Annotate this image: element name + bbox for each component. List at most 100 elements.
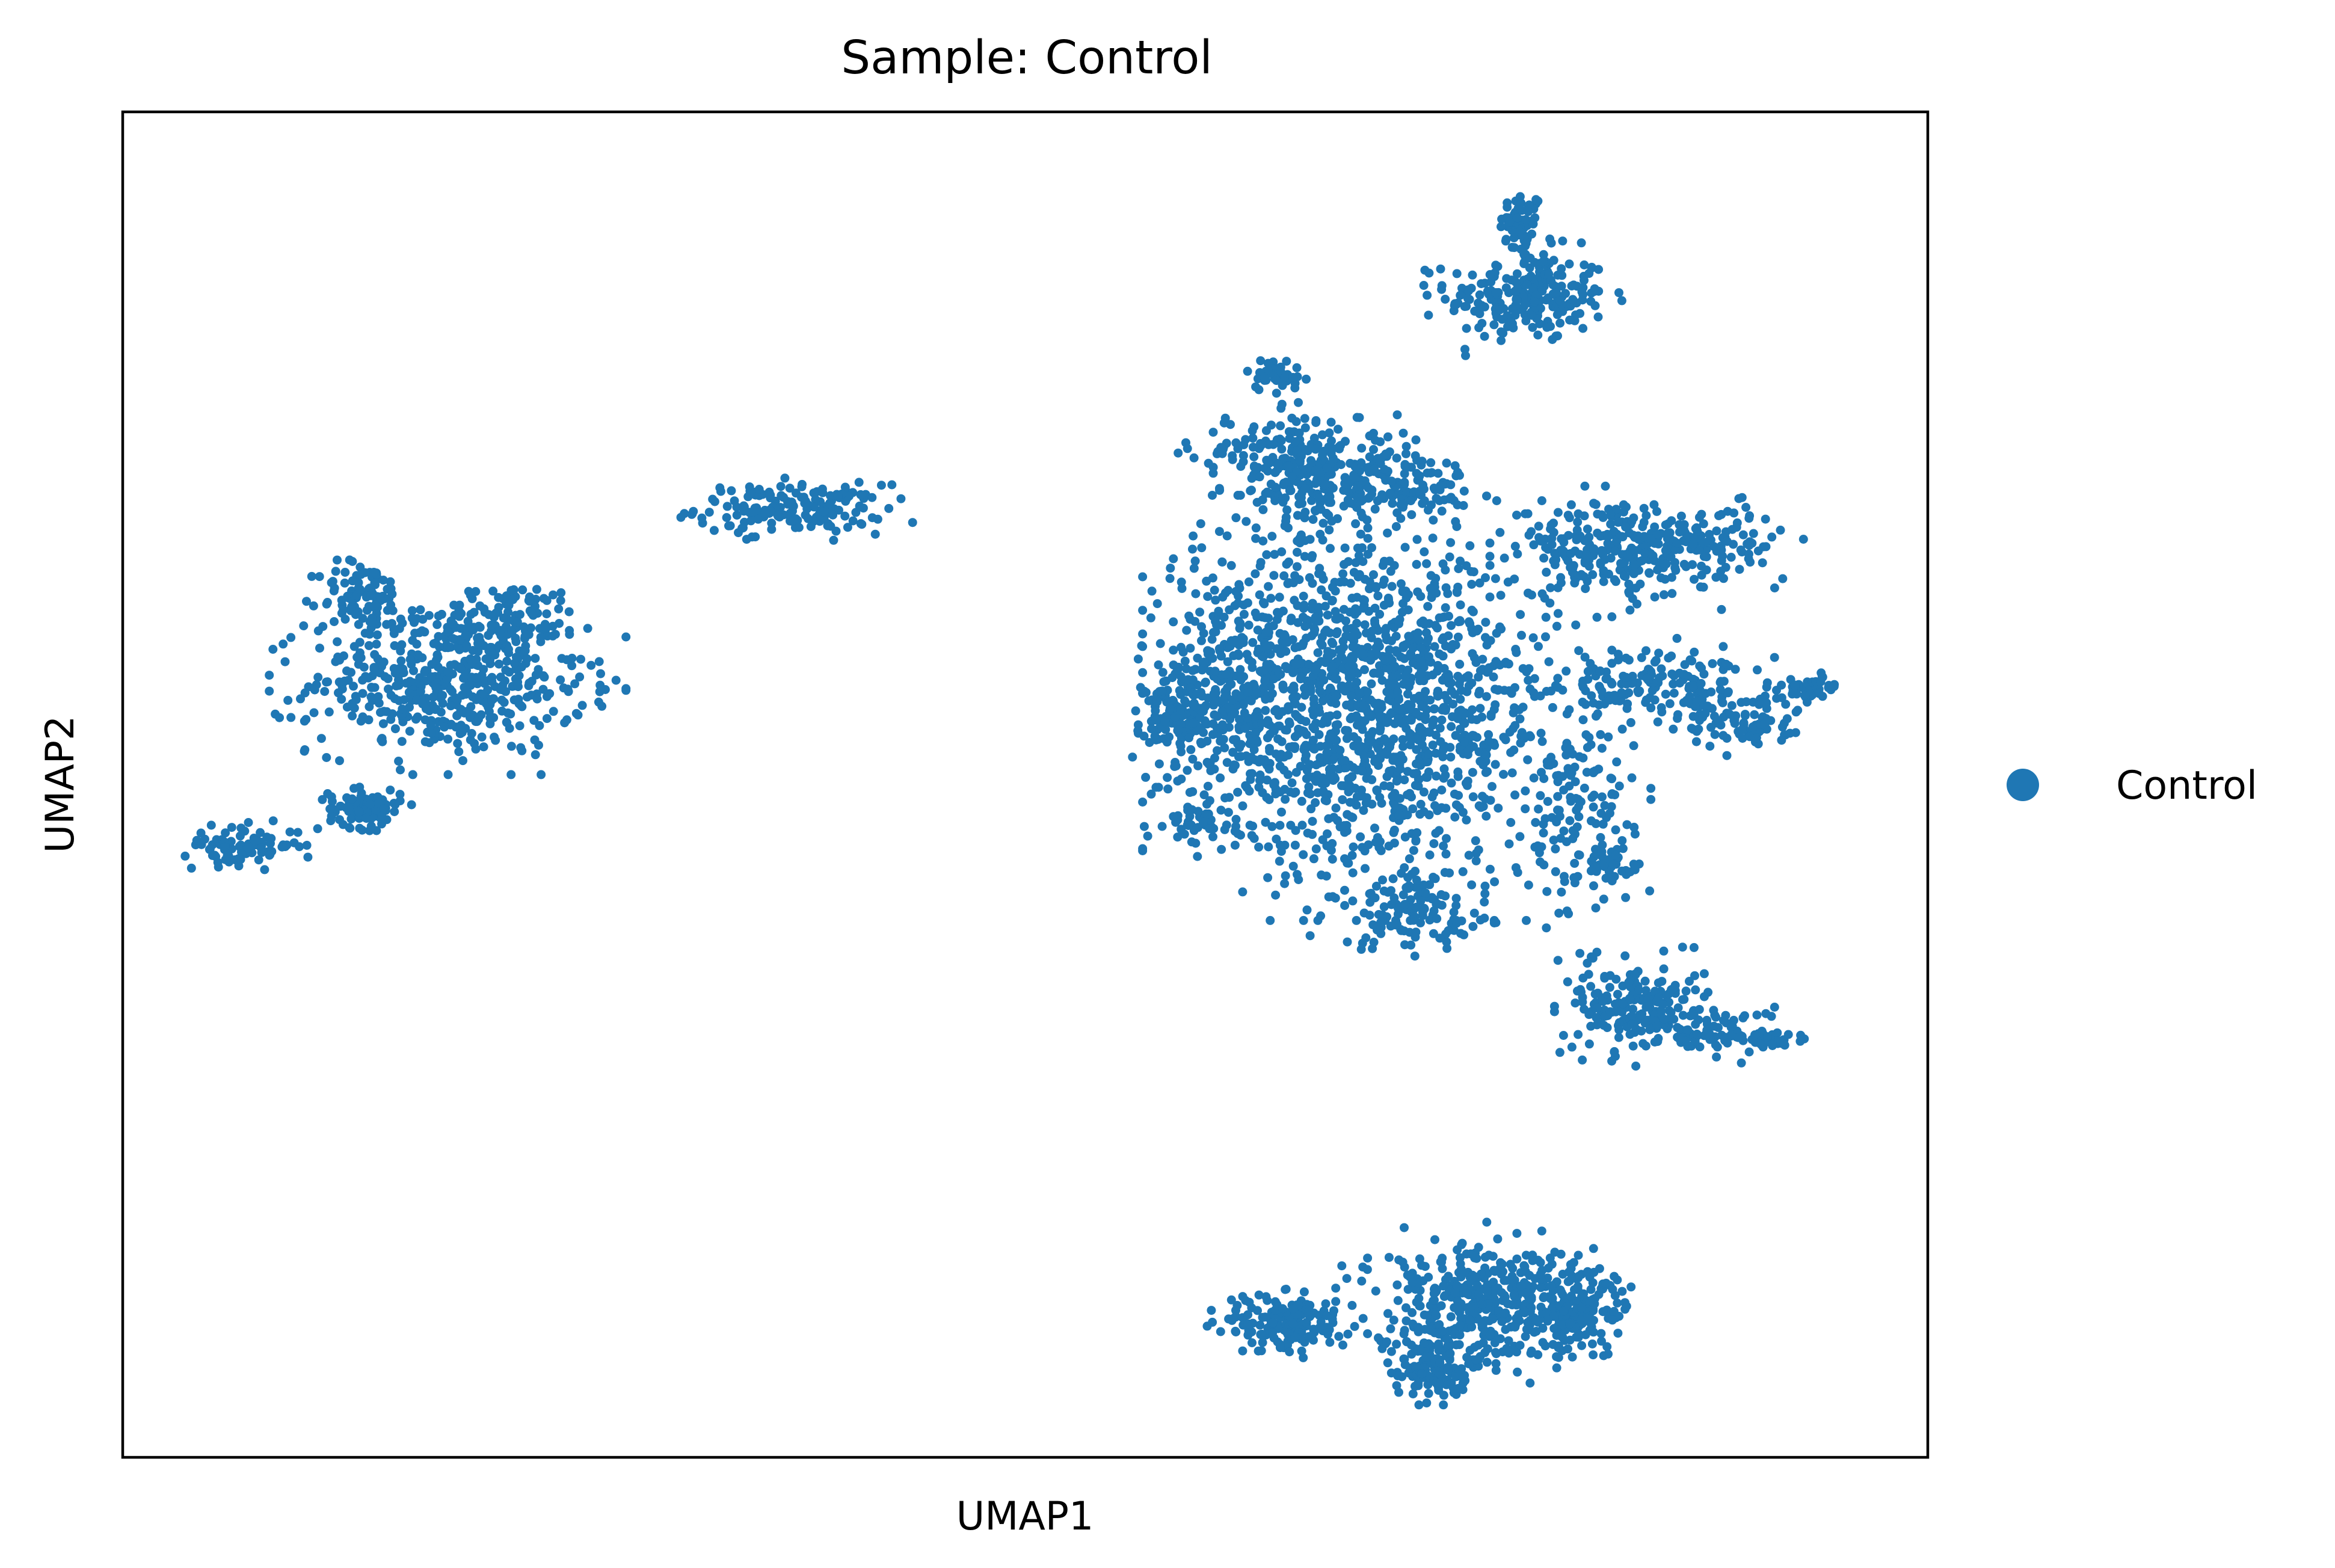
scatter-point: [1539, 553, 1549, 563]
scatter-point: [1267, 532, 1277, 541]
scatter-point: [186, 863, 196, 873]
scatter-point: [1581, 550, 1591, 560]
scatter-point: [549, 707, 558, 716]
scatter-point: [1450, 461, 1460, 470]
scatter-point: [1356, 832, 1365, 841]
scatter-point: [497, 685, 507, 695]
scatter-point: [1308, 829, 1317, 839]
scatter-point: [545, 689, 555, 698]
scatter-point: [390, 641, 399, 650]
scatter-point: [1456, 675, 1465, 684]
scatter-point: [1355, 413, 1364, 422]
scatter-point: [1540, 594, 1549, 603]
scatter-point: [1468, 270, 1477, 280]
scatter-point: [1281, 795, 1290, 804]
scatter-point: [1266, 594, 1276, 603]
scatter-point: [1326, 544, 1335, 553]
scatter-point: [1249, 452, 1259, 461]
scatter-point: [1412, 559, 1421, 569]
scatter-point: [371, 600, 380, 610]
scatter-point: [1291, 826, 1300, 835]
scatter-point: [472, 717, 482, 727]
scatter-point: [562, 655, 571, 665]
scatter-point: [1587, 793, 1597, 802]
scatter-point: [1507, 768, 1517, 778]
scatter-point: [1702, 552, 1711, 562]
scatter-point: [1216, 1327, 1225, 1336]
scatter-point: [1271, 890, 1281, 900]
scatter-point: [1332, 710, 1342, 720]
scatter-point: [479, 665, 488, 674]
scatter-point: [1253, 626, 1263, 635]
scatter-point: [1501, 735, 1510, 745]
scatter-point: [873, 514, 882, 524]
scatter-point: [1641, 646, 1650, 656]
scatter-point: [1536, 535, 1545, 544]
scatter-point: [462, 641, 472, 650]
scatter-point: [420, 668, 429, 677]
scatter-point: [1184, 821, 1193, 830]
scatter-point: [1166, 564, 1175, 573]
scatter-point: [1482, 491, 1491, 501]
scatter-point: [1530, 692, 1539, 701]
scatter-point: [583, 624, 592, 633]
scatter-point: [1139, 822, 1149, 831]
scatter-point: [390, 694, 399, 704]
scatter-point: [1189, 564, 1199, 573]
scatter-point: [1453, 632, 1463, 642]
scatter-point: [1539, 860, 1549, 870]
scatter-point: [1381, 449, 1391, 459]
scatter-point: [1718, 698, 1727, 707]
scatter-point: [310, 685, 319, 695]
scatter-point: [1403, 810, 1412, 820]
scatter-point: [446, 719, 456, 729]
scatter-point: [1610, 1047, 1619, 1056]
scatter-point: [1205, 758, 1215, 767]
scatter-point: [448, 634, 458, 644]
scatter-point: [443, 627, 453, 637]
scatter-point: [1189, 453, 1199, 463]
scatter-point: [1583, 743, 1592, 752]
scatter-point: [1542, 887, 1552, 896]
scatter-point: [1367, 775, 1377, 784]
scatter-point: [302, 597, 311, 606]
scatter-point: [1321, 626, 1331, 635]
scatter-point: [438, 698, 448, 708]
scatter-point: [335, 756, 344, 766]
scatter-point: [1138, 629, 1148, 639]
scatter-point: [490, 609, 500, 618]
scatter-point: [1411, 867, 1420, 876]
scatter-point: [1315, 529, 1325, 539]
scatter-point: [554, 604, 564, 613]
scatter-point: [1401, 883, 1411, 893]
scatter-point: [1222, 758, 1232, 767]
scatter-point: [365, 641, 374, 650]
scatter-point: [502, 656, 512, 666]
scatter-point: [1370, 464, 1379, 474]
scatter-point: [1289, 789, 1299, 798]
scatter-point: [1428, 670, 1438, 680]
scatter-point: [697, 513, 707, 523]
scatter-point: [1489, 320, 1499, 330]
scatter-point: [1353, 481, 1362, 491]
scatter-point: [1327, 855, 1337, 864]
scatter-point: [1193, 852, 1202, 861]
scatter-point: [1549, 1007, 1559, 1016]
scatter-point: [1494, 685, 1504, 695]
scatter-point: [1553, 508, 1563, 517]
scatter-point: [1453, 767, 1463, 776]
scatter-point: [318, 795, 327, 804]
scatter-point: [254, 855, 263, 865]
scatter-point: [1323, 740, 1333, 749]
scatter-point: [355, 648, 365, 657]
scatter-point: [767, 518, 777, 528]
scatter-point: [1422, 628, 1431, 638]
scatter-point: [1521, 239, 1531, 248]
scatter-point: [1625, 605, 1635, 615]
scatter-point: [1565, 816, 1575, 825]
scatter-point: [1712, 1052, 1721, 1062]
scatter-point: [1624, 587, 1634, 597]
scatter-point: [1558, 236, 1567, 246]
scatter-point: [1288, 742, 1297, 751]
scatter-point: [1138, 606, 1148, 615]
